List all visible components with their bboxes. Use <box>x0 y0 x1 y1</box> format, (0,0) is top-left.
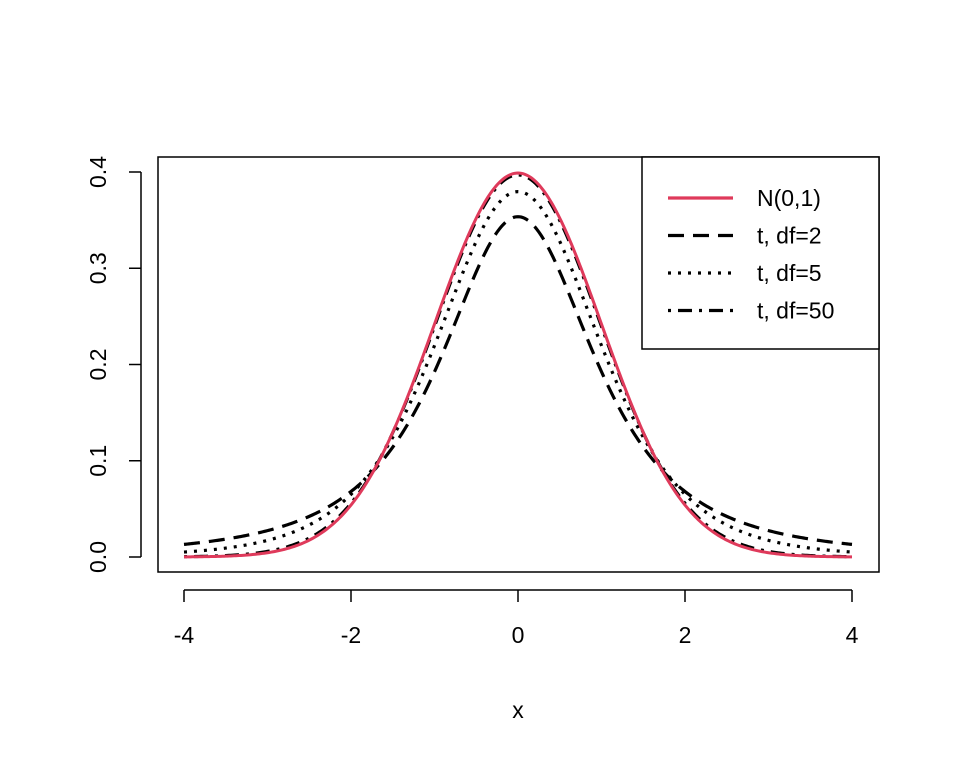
x-tick-label-3: 0 <box>512 622 525 648</box>
legend-label-4: t, df=50 <box>757 298 834 324</box>
x-tick-label-2: -2 <box>341 622 361 648</box>
series-line-3 <box>183 190 853 554</box>
x-tick-label-4: 2 <box>679 622 692 648</box>
y-tick-label-2: 0.1 <box>85 445 111 477</box>
legend: N(0,1) t, df=2 t, df=5 t, df=50 <box>641 156 880 350</box>
x-tick-label-5: 4 <box>846 622 859 648</box>
legend-label-2: t, df=2 <box>757 223 822 249</box>
axes: -4 -2 0 2 4 0.0 0.1 0.2 0.3 0.4 <box>85 156 880 648</box>
series-line-1 <box>183 171 853 559</box>
series-line-4 <box>183 173 853 559</box>
legend-label-1: N(0,1) <box>757 185 821 211</box>
y-tick-label-1: 0.0 <box>85 541 111 573</box>
x-axis-label: x <box>512 697 524 723</box>
y-tick-label-3: 0.2 <box>85 349 111 381</box>
plot-frame <box>157 156 880 573</box>
y-tick-label-4: 0.3 <box>85 252 111 284</box>
legend-label-3: t, df=5 <box>757 260 822 286</box>
legend-box <box>641 156 880 350</box>
x-tick-label-1: -4 <box>174 622 195 648</box>
plot-area <box>183 171 853 559</box>
series-line-2 <box>183 215 853 546</box>
y-tick-label-5: 0.4 <box>85 156 111 188</box>
